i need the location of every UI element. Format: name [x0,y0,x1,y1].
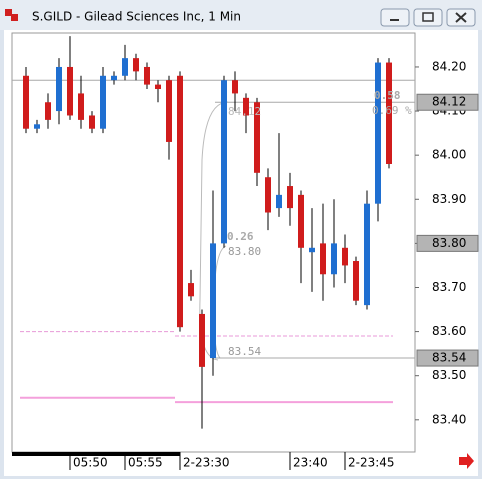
y-tick-label: 83.90 [432,192,466,206]
candle-body [254,102,260,173]
candle-body [331,243,337,275]
window-title: S.GILD - Gilead Sciences Inc, 1 Min [32,10,241,24]
price-tag-label: 84.12 [432,95,466,109]
candle-body [375,62,381,204]
x-tick-label: 05:55 [128,456,163,470]
maximize-button[interactable] [413,8,443,27]
candle-body [45,102,51,120]
candle-body [364,203,370,306]
minimize-button[interactable] [380,8,410,27]
axis-band [12,452,180,456]
candle-body [34,124,40,129]
candle-body [298,194,304,248]
annotation: 0.26 [227,230,254,243]
candle-body [100,75,106,129]
x-tick-label: 2-23:45 [348,456,395,470]
y-tick-label: 84.20 [432,59,466,73]
annotation: 84.12 [228,105,261,118]
scroll-arrow[interactable] [459,453,474,469]
candle-body [386,62,392,164]
candle-body [78,93,84,120]
candle-body [188,283,194,297]
candle-body [89,115,95,129]
close-icon [455,12,467,23]
candle-body [320,243,326,275]
candle-body [56,66,62,112]
candle-body [67,66,73,116]
y-tick-label: 83.70 [432,280,466,294]
candle-body [155,84,161,90]
candle-body [199,313,205,367]
candle-body [177,75,183,328]
x-tick-label: 05:50 [73,456,108,470]
annotation: 0.58 [374,89,401,102]
annotation: 83.80 [228,245,261,258]
app-icon [5,9,12,16]
candle-body [166,80,172,142]
candle-body [144,66,150,85]
candle-body [276,194,282,209]
price-tag-label: 83.80 [432,236,466,250]
annotation: 0.69 % [372,104,412,117]
candle-body [221,80,227,244]
candle-body [122,58,128,76]
app-icon-part [11,14,18,21]
candle-body [309,247,315,253]
price-tag [416,234,479,252]
measure-arc [199,101,229,361]
candle-body [210,243,216,359]
candle-body [287,186,293,209]
y-tick-label: 83.50 [432,368,466,382]
y-tick-label: 83.40 [432,412,466,426]
candle-body [111,75,117,81]
candle-body [342,247,348,266]
y-tick-label: 83.60 [432,324,466,338]
candle-body [265,177,271,213]
price-tag [416,93,479,111]
candle-body [353,261,359,301]
candle-body [23,75,29,129]
candle-body [243,97,249,116]
y-tick-label: 84.00 [432,148,466,162]
candle-body [133,58,139,72]
annotation: 83.54 [228,345,261,358]
candle-body [232,80,238,94]
price-tag-label: 83.54 [432,351,466,365]
x-tick-label: 23:40 [293,456,328,470]
price-tag [416,349,479,367]
x-tick-label: 2-23:30 [183,456,230,470]
maximize-icon [422,12,434,22]
